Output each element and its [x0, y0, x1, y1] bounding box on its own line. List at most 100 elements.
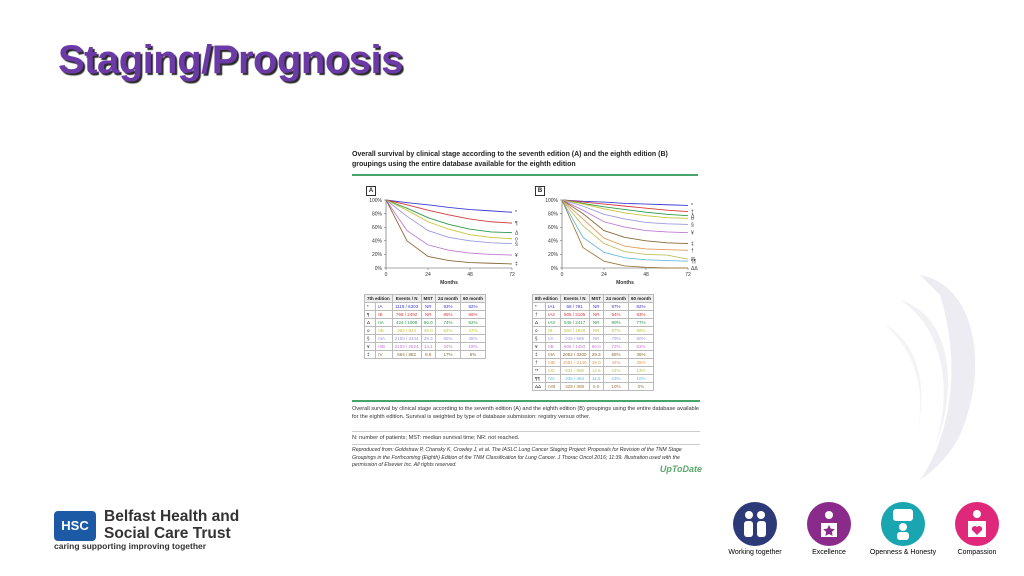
table-cell: IA1: [545, 302, 561, 311]
table-cell: NR: [588, 334, 605, 343]
survival-curve-b-2: [561, 199, 689, 217]
table-cell: IIIB: [545, 358, 561, 367]
series-marker: ¶¶: [691, 259, 697, 265]
survival-curve-a-0: [385, 199, 513, 213]
x-tick-label: 72: [509, 272, 515, 278]
table-cell: 82%: [460, 302, 487, 311]
table-cell: 94%: [603, 310, 630, 319]
x-tick-label: 72: [685, 272, 691, 278]
table-cell: 85%: [435, 310, 462, 319]
table-header-cell: Events / N: [391, 294, 422, 303]
table-cell: IVB: [545, 382, 561, 391]
table-cell: ‡: [363, 350, 377, 359]
survival-chart-a: 0% 20% 40% 60% 80% 100% 0 24 48 72 Months * ¶ Δo§ ¥ ‡: [369, 198, 519, 286]
table-header-cell: Events / N: [559, 294, 590, 303]
table-cell: IIIB: [375, 342, 393, 351]
table-cell: IIIC: [545, 366, 561, 375]
table-row: o IB 560 / 1928 NR 87% 68%: [531, 326, 655, 335]
table-cell: o: [531, 326, 547, 335]
table-cell: 14.1: [420, 342, 437, 351]
table-cell: 424 / 1008: [391, 318, 422, 327]
panel-label-a: A: [366, 186, 376, 196]
table-cell: ¥: [363, 342, 377, 351]
value-openness-honesty: Openness & Honesty: [866, 502, 940, 556]
survival-curve-b-7: [561, 199, 689, 251]
survival-curve-b-5: [561, 199, 689, 234]
table-cell: **: [531, 366, 547, 375]
table-header-cell: 60 month: [628, 294, 655, 303]
table-cell: 768 / 2492: [391, 310, 422, 319]
table-cell: 77%: [628, 318, 655, 327]
figure-caption: Overall survival by clinical stage accor…: [352, 406, 700, 420]
survival-curve-a-6: [385, 199, 513, 265]
people-icon: [733, 502, 777, 546]
x-tick-label: 0: [385, 272, 388, 278]
table-cell: NR: [420, 302, 437, 311]
series-marker: o: [515, 237, 518, 243]
table-cell: 26%: [628, 358, 655, 367]
table-cell: 29.3: [588, 350, 605, 359]
table-cell: †: [531, 310, 547, 319]
table-cell: 10%: [603, 382, 630, 391]
stage-table-a: 7th edition Events / N MST 24 month 60 month…: [363, 294, 487, 359]
value-label: Compassion: [957, 549, 997, 556]
series-marker: §: [691, 222, 694, 228]
x-axis-label: Months: [616, 280, 634, 286]
table-cell: 2103 / 2624: [391, 342, 422, 351]
y-tick-label: 20%: [548, 252, 559, 258]
table-cell: 83%: [628, 310, 655, 319]
table-cell: Δ: [363, 318, 377, 327]
table-cell: 55%: [603, 350, 630, 359]
table-row: o IIB 382 / 824 49.0 64% 47%: [363, 326, 487, 335]
series-marker: ‡: [691, 241, 694, 247]
survival-curve-b-4: [561, 199, 689, 225]
survival-curve-a-4: [385, 199, 513, 244]
series-marker: †: [691, 248, 694, 254]
table-cell: ¥: [531, 342, 547, 351]
survival-curve-a-2: [385, 199, 513, 234]
star-person-icon: [807, 502, 851, 546]
reference-divider: [352, 444, 700, 445]
series-marker: ¥: [515, 253, 518, 259]
table-cell: §: [363, 334, 377, 343]
table-row: Δ IIA 424 / 1008 66.0 74% 52%: [363, 318, 487, 327]
x-tick-label: 48: [467, 272, 473, 278]
table-cell: 8.8: [420, 350, 437, 359]
table-cell: 2052 / 3200: [559, 350, 590, 359]
table-cell: 831 / 986: [559, 366, 590, 375]
trust-name-line2: Social Care Trust: [104, 525, 231, 542]
survival-curve-b-10: [561, 199, 688, 269]
table-cell: IIB: [375, 326, 393, 335]
table-cell: IA: [375, 302, 393, 311]
table-row: * IA1 68 / 781 NR 97% 92%: [531, 302, 655, 311]
table-cell: ΔΔ: [531, 382, 547, 391]
table-row: ‡ IV 664 / 882 8.8 17% 6%: [363, 350, 487, 359]
table-cell: 23%: [603, 374, 630, 383]
table-cell: IV: [375, 350, 393, 359]
value-compassion: Compassion: [940, 502, 1014, 556]
table-cell: o: [363, 326, 377, 335]
table-cell: IIB: [545, 342, 561, 351]
table-cell: 34%: [435, 342, 462, 351]
table-row: ¶¶ IVA 336 / 484 11.5 23% 10%: [531, 374, 655, 383]
y-tick-label: 100%: [545, 198, 558, 204]
table-cell: 336 / 484: [559, 374, 590, 383]
table-cell: 36%: [628, 350, 655, 359]
table-cell: 2150 / 3344: [391, 334, 422, 343]
table-cell: 560 / 1928: [559, 326, 590, 335]
hsc-badge: HSC: [54, 511, 96, 541]
table-header-cell: MST: [420, 294, 437, 303]
table-cell: 66.0: [420, 318, 437, 327]
table-row: § IIA 215 / 585 NR 79% 60%: [531, 334, 655, 343]
table-cell: 55%: [435, 334, 462, 343]
table-cell: NR: [420, 310, 437, 319]
heart-person-icon: [955, 502, 999, 546]
abbreviations-note: N: number of patients; MST: median survi…: [352, 435, 520, 441]
table-cell: 74%: [435, 318, 462, 327]
series-marker: o: [691, 216, 694, 222]
table-cell: IB: [375, 310, 393, 319]
table-cell: IA2: [545, 310, 561, 319]
table-cell: 92%: [628, 302, 655, 311]
table-cell: 10%: [628, 374, 655, 383]
slide-title: Staging/Prognosis: [58, 38, 403, 82]
